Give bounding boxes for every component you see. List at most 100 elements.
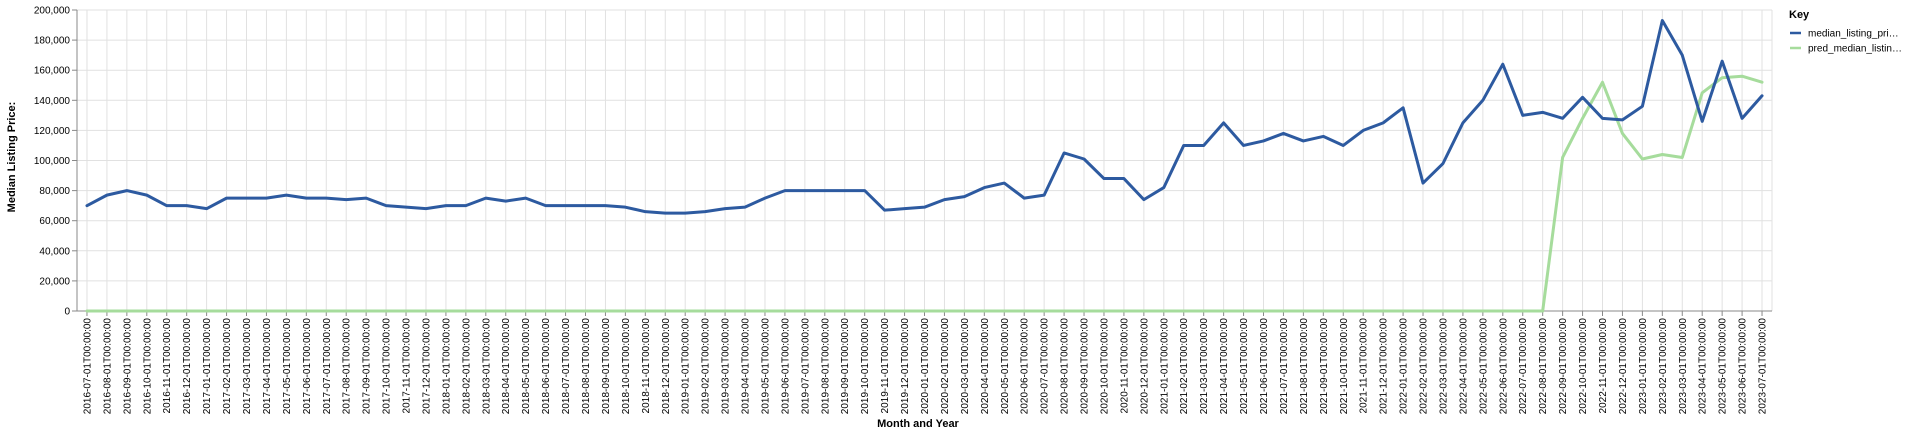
- x-tick-label: 2018-01-01T00:00:00: [441, 318, 452, 415]
- x-tick-label: 2020-11-01T00:00:00: [1119, 318, 1130, 414]
- x-tick-label: 2023-04-01T00:00:00: [1698, 318, 1709, 415]
- x-tick-label: 2021-02-01T00:00:00: [1179, 318, 1190, 415]
- x-tick-label: 2022-11-01T00:00:00: [1598, 318, 1609, 414]
- x-tick-label: 2022-03-01T00:00:00: [1438, 318, 1449, 415]
- legend-label: pred_median_listin…: [1808, 44, 1902, 55]
- x-tick-label: 2023-05-01T00:00:00: [1718, 318, 1729, 415]
- x-tick-label: 2018-08-01T00:00:00: [581, 318, 592, 415]
- x-tick-label: 2016-12-01T00:00:00: [182, 318, 193, 415]
- y-tick-label: 200,000: [34, 6, 71, 17]
- gridlines: [77, 9, 1773, 312]
- x-tick-label: 2016-09-01T00:00:00: [122, 318, 133, 415]
- y-tick-label: 140,000: [34, 96, 71, 107]
- x-tick-label: 2019-11-01T00:00:00: [880, 318, 891, 414]
- x-tick-label: 2021-04-01T00:00:00: [1219, 318, 1230, 415]
- x-tick-label: 2019-01-01T00:00:00: [681, 318, 692, 415]
- y-tick-label: 80,000: [39, 186, 70, 197]
- x-tick-label: 2019-06-01T00:00:00: [780, 318, 791, 415]
- x-tick-label: 2018-10-01T00:00:00: [621, 318, 632, 415]
- x-tick-label: 2022-09-01T00:00:00: [1558, 318, 1569, 415]
- x-tick-label: 2022-07-01T00:00:00: [1518, 318, 1529, 415]
- axes: 0 20,000 40,000 60,000 80,000 100,000 120,000 1…: [34, 6, 1772, 415]
- x-tick-label: 2021-11-01T00:00:00: [1359, 318, 1370, 414]
- x-tick-label: 2022-10-01T00:00:00: [1578, 318, 1589, 415]
- x-tick-label: 2020-07-01T00:00:00: [1040, 318, 1051, 415]
- legend-label: median_listing_pri…: [1808, 29, 1899, 40]
- x-tick-label: 2020-10-01T00:00:00: [1099, 318, 1110, 415]
- x-tick-label: 2023-02-01T00:00:00: [1658, 318, 1669, 415]
- x-tick-label: 2020-06-01T00:00:00: [1020, 318, 1031, 415]
- x-tick-label: 2019-07-01T00:00:00: [800, 318, 811, 415]
- x-tick-label: 2020-05-01T00:00:00: [1000, 318, 1011, 415]
- legend-entries: median_listing_pri… pred_median_listin…: [1790, 29, 1902, 55]
- x-tick-label: 2017-09-01T00:00:00: [362, 318, 373, 415]
- x-tick-label: 2022-06-01T00:00:00: [1498, 318, 1509, 415]
- x-tick-label: 2022-08-01T00:00:00: [1538, 318, 1549, 415]
- y-tick-label: 160,000: [34, 66, 71, 77]
- x-tick-label: 2018-05-01T00:00:00: [521, 318, 532, 415]
- x-tick-label: 2019-12-01T00:00:00: [900, 318, 911, 415]
- x-tick-label: 2023-06-01T00:00:00: [1738, 318, 1749, 415]
- x-tick-label: 2017-11-01T00:00:00: [402, 318, 413, 414]
- y-tick-label: 120,000: [34, 126, 71, 137]
- x-tick-label: 2019-04-01T00:00:00: [741, 318, 752, 415]
- y-tick-label: 40,000: [39, 246, 70, 257]
- x-tick-label: 2017-01-01T00:00:00: [202, 318, 213, 415]
- x-tick-label: 2017-05-01T00:00:00: [282, 318, 293, 415]
- x-tick-label: 2021-12-01T00:00:00: [1379, 318, 1390, 415]
- x-tick-label: 2016-11-01T00:00:00: [162, 318, 173, 414]
- x-tick-label: 2022-12-01T00:00:00: [1618, 318, 1629, 415]
- x-tick-label: 2019-10-01T00:00:00: [860, 318, 871, 415]
- x-tick-label: 2019-08-01T00:00:00: [820, 318, 831, 415]
- x-tick-label: 2020-04-01T00:00:00: [980, 318, 991, 415]
- x-tick-label: 2023-03-01T00:00:00: [1678, 318, 1689, 415]
- legend: Key median_listing_pri… pred_median_listi…: [1789, 9, 1902, 55]
- x-tick-label: 2018-03-01T00:00:00: [481, 318, 492, 415]
- x-tick-label: 2016-10-01T00:00:00: [142, 318, 153, 415]
- x-tick-label: 2019-05-01T00:00:00: [760, 318, 771, 415]
- series-lines: [85, 19, 1764, 313]
- x-tick-label: 2023-07-01T00:00:00: [1758, 318, 1769, 415]
- y-tick-label: 100,000: [34, 156, 71, 167]
- x-tick-label: 2016-07-01T00:00:00: [82, 318, 93, 415]
- x-tick-label: 2019-02-01T00:00:00: [701, 318, 712, 415]
- x-tick-label: 2018-12-01T00:00:00: [661, 318, 672, 415]
- x-tick-label: 2018-04-01T00:00:00: [501, 318, 512, 415]
- x-tick-label: 2017-04-01T00:00:00: [262, 318, 273, 415]
- x-tick-label: 2018-09-01T00:00:00: [601, 318, 612, 415]
- x-tick-label: 2022-01-01T00:00:00: [1399, 318, 1410, 415]
- x-tick-label: 2018-11-01T00:00:00: [641, 318, 652, 414]
- x-tick-label: 2020-09-01T00:00:00: [1080, 318, 1091, 415]
- x-tick-label: 2017-10-01T00:00:00: [382, 318, 393, 415]
- x-tick-label: 2022-05-01T00:00:00: [1478, 318, 1489, 415]
- x-tick-label: 2020-03-01T00:00:00: [960, 318, 971, 415]
- x-tick-label: 2017-12-01T00:00:00: [421, 318, 432, 415]
- x-tick-label: 2020-01-01T00:00:00: [920, 318, 931, 415]
- x-axis-title: Month and Year: [877, 418, 959, 430]
- x-tick-label: 2020-02-01T00:00:00: [940, 318, 951, 415]
- x-tick-label: 2017-06-01T00:00:00: [302, 318, 313, 415]
- x-tick-label: 2018-02-01T00:00:00: [461, 318, 472, 415]
- x-tick-label: 2021-06-01T00:00:00: [1259, 318, 1270, 415]
- x-tick-label: 2021-05-01T00:00:00: [1239, 318, 1250, 415]
- x-tick-label: 2021-08-01T00:00:00: [1299, 318, 1310, 415]
- x-tick-label: 2017-03-01T00:00:00: [242, 318, 253, 415]
- y-tick-label: 60,000: [39, 216, 70, 227]
- x-tick-label: 2021-07-01T00:00:00: [1279, 318, 1290, 415]
- x-tick-label: 2020-12-01T00:00:00: [1139, 318, 1150, 415]
- x-tick-label: 2021-01-01T00:00:00: [1159, 318, 1170, 415]
- series-pred-median-listing-line: [85, 74, 1764, 313]
- x-tick-label: 2021-03-01T00:00:00: [1199, 318, 1210, 415]
- x-tick-label: 2018-06-01T00:00:00: [541, 318, 552, 415]
- x-tick-label: 2019-09-01T00:00:00: [840, 318, 851, 415]
- x-tick-label: 2017-07-01T00:00:00: [322, 318, 333, 415]
- y-tick-label: 20,000: [39, 276, 70, 287]
- x-tick-label: 2018-07-01T00:00:00: [561, 318, 572, 415]
- y-tick-label: 180,000: [34, 36, 71, 47]
- legend-title: Key: [1789, 9, 1810, 21]
- x-tick-label: 2019-03-01T00:00:00: [721, 318, 732, 415]
- x-tick-label: 2020-08-01T00:00:00: [1060, 318, 1071, 415]
- x-tick-label: 2022-04-01T00:00:00: [1458, 318, 1469, 415]
